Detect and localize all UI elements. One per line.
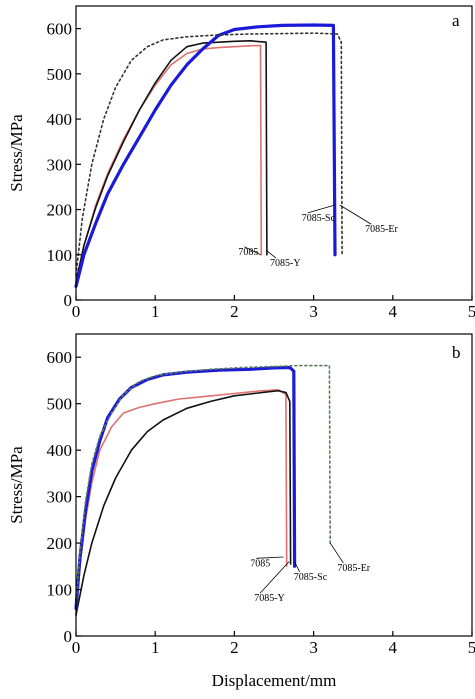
x-tick-label: 2 bbox=[230, 302, 239, 321]
series-7085-er-line bbox=[75, 32, 343, 276]
x-tick-label: 5 bbox=[468, 302, 475, 321]
series-7085-label: 7085 bbox=[238, 247, 258, 258]
x-tick-label: 2 bbox=[230, 638, 239, 657]
curve-label-leader bbox=[259, 561, 290, 594]
x-tick-label: 3 bbox=[309, 302, 318, 321]
curve-label-leader bbox=[294, 561, 301, 573]
y-tick-label: 400 bbox=[47, 110, 73, 129]
x-tick-label: 4 bbox=[389, 302, 398, 321]
x-tick-label: 3 bbox=[309, 638, 318, 657]
series-7085-sc-label: 7085-Sc bbox=[302, 213, 336, 224]
y-tick-label: 300 bbox=[47, 155, 73, 174]
series-7085-line bbox=[75, 389, 288, 616]
curve-label-leader bbox=[307, 204, 336, 214]
panel-b-letter: b bbox=[452, 343, 461, 362]
series-7085-y-line bbox=[75, 40, 268, 283]
curve-label-leader bbox=[244, 246, 261, 256]
panel-a-curve-labels: 7085 7085-Y 7085-Sc 7085-Er bbox=[238, 204, 399, 269]
panel-b-ticks: 0 1 2 3 4 5 0 100 200 300 400 500 600 bbox=[47, 348, 475, 657]
panel-b-frame bbox=[75, 333, 473, 637]
y-tick-label: 400 bbox=[47, 441, 73, 460]
panel-b-ylabel: Stress/MPa bbox=[7, 446, 26, 524]
series-7085-y-label: 7085-Y bbox=[270, 258, 301, 269]
panel-a-letter: a bbox=[452, 11, 460, 30]
x-tick-label: 4 bbox=[389, 638, 398, 657]
curve-label-leader bbox=[339, 204, 372, 225]
y-tick-label: 600 bbox=[47, 348, 73, 367]
series-7085-sc-line bbox=[74, 365, 297, 610]
x-tick-label: 1 bbox=[151, 638, 160, 657]
panel-a-frame bbox=[75, 5, 473, 301]
panel-b-curves bbox=[74, 364, 331, 616]
series-7085-label: 7085 bbox=[250, 558, 270, 569]
x-tick-label: 1 bbox=[151, 302, 160, 321]
series-7085-er-line bbox=[75, 364, 331, 605]
curve-label-leader bbox=[329, 542, 344, 564]
y-tick-label: 200 bbox=[47, 534, 73, 553]
x-tick-label: 5 bbox=[468, 638, 475, 657]
panel-b-xlabel: Displacement/mm bbox=[212, 671, 337, 690]
y-tick-label: 100 bbox=[47, 246, 73, 265]
y-tick-label: 600 bbox=[47, 20, 73, 39]
panel-a-ylabel: Stress/MPa bbox=[7, 114, 26, 192]
series-7085-sc-line bbox=[74, 23, 337, 288]
y-tick-label: 200 bbox=[47, 201, 73, 220]
series-7085-sc-label: 7085-Sc bbox=[294, 572, 328, 583]
y-tick-label: 0 bbox=[64, 627, 73, 646]
y-tick-label: 300 bbox=[47, 488, 73, 507]
panel-b-curve-labels: 7085 7085-Y 7085-Sc 7085-Er bbox=[250, 542, 371, 604]
x-tick-label: 0 bbox=[72, 638, 81, 657]
x-tick-label: 0 bbox=[72, 302, 81, 321]
y-tick-label: 0 bbox=[64, 291, 73, 310]
y-tick-label: 100 bbox=[47, 581, 73, 600]
y-tick-label: 500 bbox=[47, 395, 73, 414]
series-7085-y-line bbox=[75, 389, 292, 616]
panel-a-ticks: 0 1 2 3 4 5 0 100 200 300 400 500 600 bbox=[47, 20, 475, 321]
series-7085-y-label: 7085-Y bbox=[254, 593, 285, 604]
series-7085-er-label: 7085-Er bbox=[337, 563, 370, 574]
curve-label-leader bbox=[256, 556, 284, 559]
panel-a-curves bbox=[74, 23, 343, 288]
series-7085-er-label: 7085-Er bbox=[365, 224, 398, 235]
curve-label-leader bbox=[265, 249, 277, 259]
series-7085-line bbox=[75, 44, 263, 283]
y-tick-label: 500 bbox=[47, 65, 73, 84]
